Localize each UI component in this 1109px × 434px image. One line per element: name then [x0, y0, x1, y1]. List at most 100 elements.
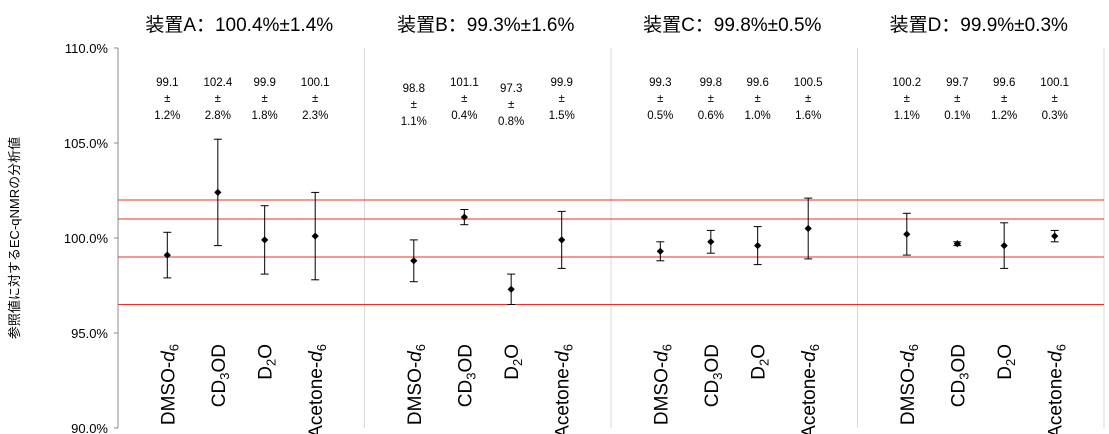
category-label-sub: 3: [463, 373, 478, 380]
category-label: CD3OD: [948, 344, 971, 407]
data-label-value: 99.6: [746, 77, 768, 89]
category-label-sub: 3: [956, 373, 971, 380]
grid-layer: [117, 48, 1105, 428]
data-label-value: 100.1: [1040, 77, 1069, 89]
data-point: [903, 230, 911, 238]
category-label-part: D: [256, 366, 277, 380]
category-label-italic: d: [898, 350, 919, 362]
data-point: [460, 213, 468, 221]
category-label-italic: d: [306, 350, 327, 362]
data-label-error: 1.5%: [549, 110, 575, 122]
data-label-pm: ±: [755, 93, 761, 105]
y-tick-label: 100.0%: [64, 231, 109, 246]
data-point: [1051, 232, 1059, 240]
category-label-sub: 2: [510, 359, 525, 366]
data-label-pm: ±: [461, 93, 467, 105]
category-label-sub: 6: [561, 344, 576, 351]
category-label-sub: 3: [710, 373, 725, 380]
data-point: [1000, 242, 1008, 250]
data-label-value: 102.4: [203, 77, 232, 89]
category-label: Acetone-d6: [799, 344, 822, 434]
category-label-part: D: [995, 366, 1016, 380]
category-label: Acetone-d6: [306, 344, 329, 434]
category-label-sub: 6: [807, 344, 822, 351]
category-label-sub: 6: [1054, 344, 1069, 351]
group-title: 装置D：99.9%±0.3%: [890, 14, 1068, 36]
category-label-part: OD: [455, 344, 476, 373]
category-label: DMSO-d6: [651, 344, 674, 425]
data-label-value: 99.9: [551, 77, 573, 89]
data-label-pm: ±: [657, 93, 663, 105]
y-axis-label: 参照値に対するEC-qNMRの分析値: [7, 137, 22, 339]
category-label-main: Acetone-: [306, 362, 327, 434]
category-label-main: Acetone-: [553, 362, 574, 434]
category-label: CD3OD: [702, 344, 725, 407]
data-label-error: 1.8%: [252, 110, 278, 122]
data-point: [754, 242, 762, 250]
data-point: [558, 236, 566, 244]
category-label-italic: d: [1046, 350, 1067, 362]
category-label-part: O: [502, 344, 523, 359]
category-label: CD3OD: [455, 344, 478, 407]
data-label-pm: ±: [1001, 93, 1007, 105]
data-label-error: 0.8%: [498, 116, 524, 128]
data-point: [261, 236, 269, 244]
category-label-italic: d: [405, 350, 426, 362]
y-tick-label: 110.0%: [65, 41, 109, 56]
data-point: [410, 257, 418, 265]
data-label-pm: ±: [1052, 93, 1058, 105]
category-label-part: O: [256, 344, 277, 359]
data-label-error: 1.1%: [401, 116, 427, 128]
data-point: [656, 247, 664, 255]
data-label-pm: ±: [262, 93, 268, 105]
category-label-part: CD: [209, 380, 230, 407]
category-label-sub: 6: [413, 344, 428, 351]
category-label-italic: d: [799, 350, 820, 362]
category-label: D2O: [749, 344, 772, 380]
category-label: Acetone-d6: [1046, 344, 1069, 434]
category-label-main: DMSO-: [651, 362, 672, 425]
data-label-pm: ±: [559, 93, 565, 105]
category-label-part: D: [749, 366, 770, 380]
data-label-value: 99.9: [253, 77, 275, 89]
category-label-part: O: [749, 344, 770, 359]
data-label-value: 99.1: [156, 77, 178, 89]
category-label-part: CD: [455, 380, 476, 407]
category-label: CD3OD: [209, 344, 232, 407]
category-label-main: Acetone-: [799, 362, 820, 434]
group-title: 装置A：100.4%±1.4%: [145, 14, 333, 36]
data-label-pm: ±: [708, 93, 714, 105]
text-layer: 装置A：100.4%±1.4%99.1±1.2%DMSO-d6102.4±2.8…: [145, 14, 1069, 434]
category-label-sub: 2: [264, 359, 279, 366]
data-label-error: 2.3%: [302, 110, 328, 122]
data-label-error: 0.3%: [1042, 110, 1068, 122]
data-label-value: 100.1: [301, 77, 330, 89]
category-label-part: CD: [702, 380, 723, 407]
category-label: Acetone-d6: [553, 344, 576, 434]
category-label: DMSO-d6: [405, 344, 428, 425]
data-point: [707, 238, 715, 246]
data-label-value: 101.1: [450, 77, 479, 89]
data-label-value: 99.6: [993, 77, 1015, 89]
category-label-part: CD: [948, 380, 969, 407]
data-label-error: 1.2%: [991, 110, 1017, 122]
data-label-value: 100.5: [794, 77, 823, 89]
data-label-error: 1.0%: [745, 110, 771, 122]
data-label-error: 2.8%: [205, 110, 231, 122]
data-label-pm: ±: [805, 93, 811, 105]
data-label-pm: ±: [904, 93, 910, 105]
data-point: [804, 224, 812, 233]
data-label-value: 97.3: [500, 83, 522, 95]
category-label-part: OD: [209, 344, 230, 373]
data-label-error: 1.2%: [154, 110, 180, 122]
data-label-pm: ±: [164, 93, 170, 105]
y-tick-label: 105.0%: [64, 136, 109, 151]
category-label-part: OD: [702, 344, 723, 373]
category-label-italic: d: [158, 350, 179, 362]
category-label: D2O: [502, 344, 525, 380]
data-label-pm: ±: [954, 93, 960, 105]
category-label-sub: 6: [314, 344, 329, 351]
data-layer: [163, 138, 1059, 305]
data-label-pm: ±: [411, 99, 417, 111]
